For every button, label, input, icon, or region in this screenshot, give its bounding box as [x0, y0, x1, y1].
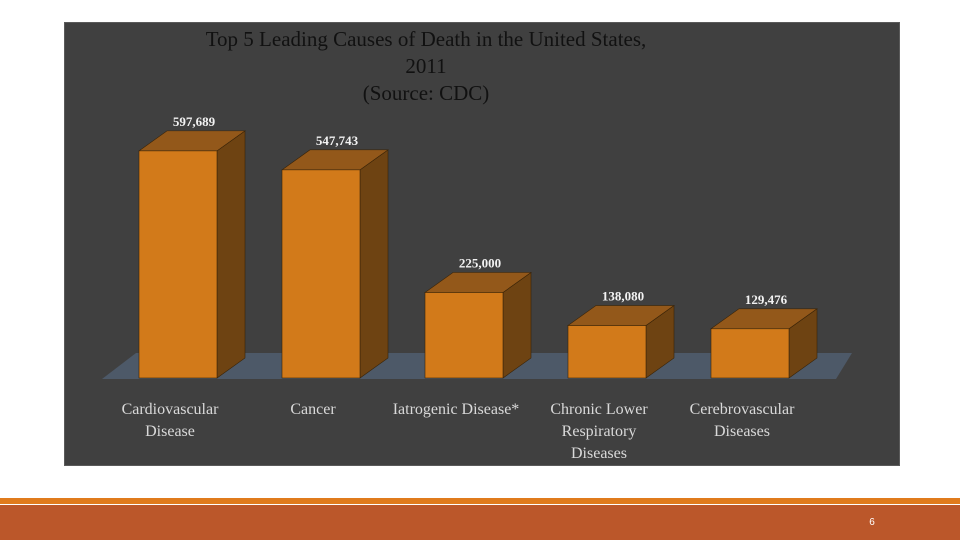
bar-front — [281, 169, 361, 379]
footer-band — [0, 505, 960, 540]
bar-front — [424, 292, 504, 379]
category-label: Iatrogenic Disease* — [393, 401, 520, 418]
category-label: Cancer — [290, 401, 336, 418]
bar — [138, 130, 246, 379]
footer-accent-stripe — [0, 498, 960, 504]
bar — [710, 308, 818, 379]
category-label: Cerebrovascular — [690, 401, 796, 418]
chart-title-line: (Source: CDC) — [363, 81, 490, 105]
bar-front — [567, 325, 647, 379]
data-label: 225,000 — [459, 256, 501, 271]
bar — [424, 271, 532, 379]
chart-title: Top 5 Leading Causes of Death in the Uni… — [206, 27, 647, 105]
bars — [138, 130, 818, 379]
chart-panel: Top 5 Leading Causes of Death in the Uni… — [64, 22, 900, 466]
data-label: 597,689 — [173, 114, 216, 129]
category-label: Disease — [145, 423, 195, 440]
bar-front — [710, 328, 790, 379]
bar-chart: Top 5 Leading Causes of Death in the Uni… — [102, 27, 852, 462]
chart-title-line: 2011 — [405, 54, 446, 78]
category-label: Chronic Lower — [550, 401, 648, 418]
category-label: Diseases — [714, 423, 770, 440]
bar-side — [216, 130, 246, 379]
category-labels: Cardiovascular Disease Cancer Iatrogenic Di… — [122, 401, 796, 462]
data-label: 547,743 — [316, 133, 359, 148]
data-label: 129,476 — [745, 292, 788, 307]
bar — [281, 149, 389, 379]
data-labels: 597,689 547,743 225,000 138,080 129,476 — [173, 114, 788, 307]
category-label: Cardiovascular — [122, 401, 220, 418]
data-label: 138,080 — [602, 289, 644, 304]
chart-title-line: Top 5 Leading Causes of Death in the Uni… — [206, 27, 647, 51]
bar-side — [359, 149, 389, 379]
category-label: Diseases — [571, 445, 627, 462]
bar — [567, 304, 675, 379]
page-number: 6 — [869, 517, 875, 528]
category-label: Respiratory — [562, 423, 637, 440]
bar-front — [138, 150, 218, 379]
